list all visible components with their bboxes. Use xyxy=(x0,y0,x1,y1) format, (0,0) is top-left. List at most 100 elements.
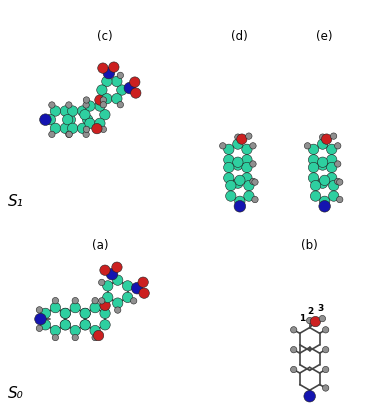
Circle shape xyxy=(244,191,254,201)
Circle shape xyxy=(308,155,319,165)
Circle shape xyxy=(83,115,93,125)
Circle shape xyxy=(80,320,90,330)
Circle shape xyxy=(40,114,51,126)
Circle shape xyxy=(63,115,73,125)
Circle shape xyxy=(68,123,78,134)
Circle shape xyxy=(98,298,105,304)
Circle shape xyxy=(92,297,98,304)
Circle shape xyxy=(317,139,328,149)
Circle shape xyxy=(95,101,105,111)
Circle shape xyxy=(130,298,137,304)
Circle shape xyxy=(327,162,337,173)
Circle shape xyxy=(130,77,140,87)
Circle shape xyxy=(245,133,252,139)
Text: (b): (b) xyxy=(301,239,318,252)
Circle shape xyxy=(304,390,315,402)
Circle shape xyxy=(235,196,245,207)
Circle shape xyxy=(40,308,51,319)
Circle shape xyxy=(66,102,72,108)
Circle shape xyxy=(308,162,319,173)
Circle shape xyxy=(317,160,328,170)
Circle shape xyxy=(83,102,89,108)
Circle shape xyxy=(85,101,95,111)
Circle shape xyxy=(225,180,236,191)
Circle shape xyxy=(122,292,133,303)
Circle shape xyxy=(306,318,313,324)
Circle shape xyxy=(138,277,148,288)
Circle shape xyxy=(49,102,55,108)
Circle shape xyxy=(310,180,321,191)
Circle shape xyxy=(330,133,337,139)
Circle shape xyxy=(102,76,112,87)
Circle shape xyxy=(100,102,107,108)
Circle shape xyxy=(103,67,115,79)
Circle shape xyxy=(93,330,104,341)
Circle shape xyxy=(65,115,76,125)
Circle shape xyxy=(103,281,113,291)
Circle shape xyxy=(72,335,78,341)
Circle shape xyxy=(50,106,61,116)
Circle shape xyxy=(291,347,297,353)
Circle shape xyxy=(112,262,122,273)
Text: (c): (c) xyxy=(97,30,113,43)
Circle shape xyxy=(109,62,119,72)
Circle shape xyxy=(220,143,226,149)
Circle shape xyxy=(70,303,80,313)
Circle shape xyxy=(242,162,252,173)
Circle shape xyxy=(97,85,107,95)
Circle shape xyxy=(100,300,110,311)
Circle shape xyxy=(60,123,71,134)
Circle shape xyxy=(83,131,89,138)
Circle shape xyxy=(225,191,236,201)
Circle shape xyxy=(117,85,127,95)
Circle shape xyxy=(50,303,61,313)
Circle shape xyxy=(98,63,108,73)
Circle shape xyxy=(95,118,105,128)
Circle shape xyxy=(60,106,71,116)
Circle shape xyxy=(223,162,234,173)
Circle shape xyxy=(291,367,297,373)
Circle shape xyxy=(327,144,337,155)
Circle shape xyxy=(80,308,90,319)
Circle shape xyxy=(328,180,339,191)
Circle shape xyxy=(328,191,339,201)
Circle shape xyxy=(100,126,107,132)
Circle shape xyxy=(322,326,329,333)
Circle shape xyxy=(244,180,254,191)
Circle shape xyxy=(320,175,330,185)
Circle shape xyxy=(117,102,124,108)
Text: S₁: S₁ xyxy=(7,194,23,209)
Circle shape xyxy=(106,269,118,280)
Circle shape xyxy=(113,275,123,286)
Circle shape xyxy=(304,143,311,149)
Circle shape xyxy=(252,179,258,185)
Circle shape xyxy=(327,155,337,165)
Circle shape xyxy=(310,316,321,327)
Circle shape xyxy=(235,175,245,185)
Circle shape xyxy=(337,196,343,203)
Circle shape xyxy=(45,115,56,125)
Circle shape xyxy=(60,308,71,319)
Circle shape xyxy=(100,265,110,275)
Circle shape xyxy=(100,109,110,120)
Circle shape xyxy=(113,298,123,308)
Circle shape xyxy=(60,320,71,330)
Circle shape xyxy=(117,72,124,79)
Circle shape xyxy=(310,191,321,201)
Circle shape xyxy=(322,385,329,391)
Circle shape xyxy=(80,109,90,120)
Circle shape xyxy=(100,308,110,319)
Circle shape xyxy=(85,118,95,128)
Circle shape xyxy=(320,196,330,207)
Circle shape xyxy=(98,279,105,286)
Circle shape xyxy=(102,94,112,104)
Circle shape xyxy=(317,178,328,188)
Circle shape xyxy=(60,320,71,330)
Circle shape xyxy=(90,303,100,313)
Circle shape xyxy=(250,143,256,149)
Circle shape xyxy=(223,173,234,183)
Circle shape xyxy=(322,134,332,144)
Circle shape xyxy=(68,106,78,116)
Circle shape xyxy=(35,313,46,325)
Circle shape xyxy=(337,179,343,185)
